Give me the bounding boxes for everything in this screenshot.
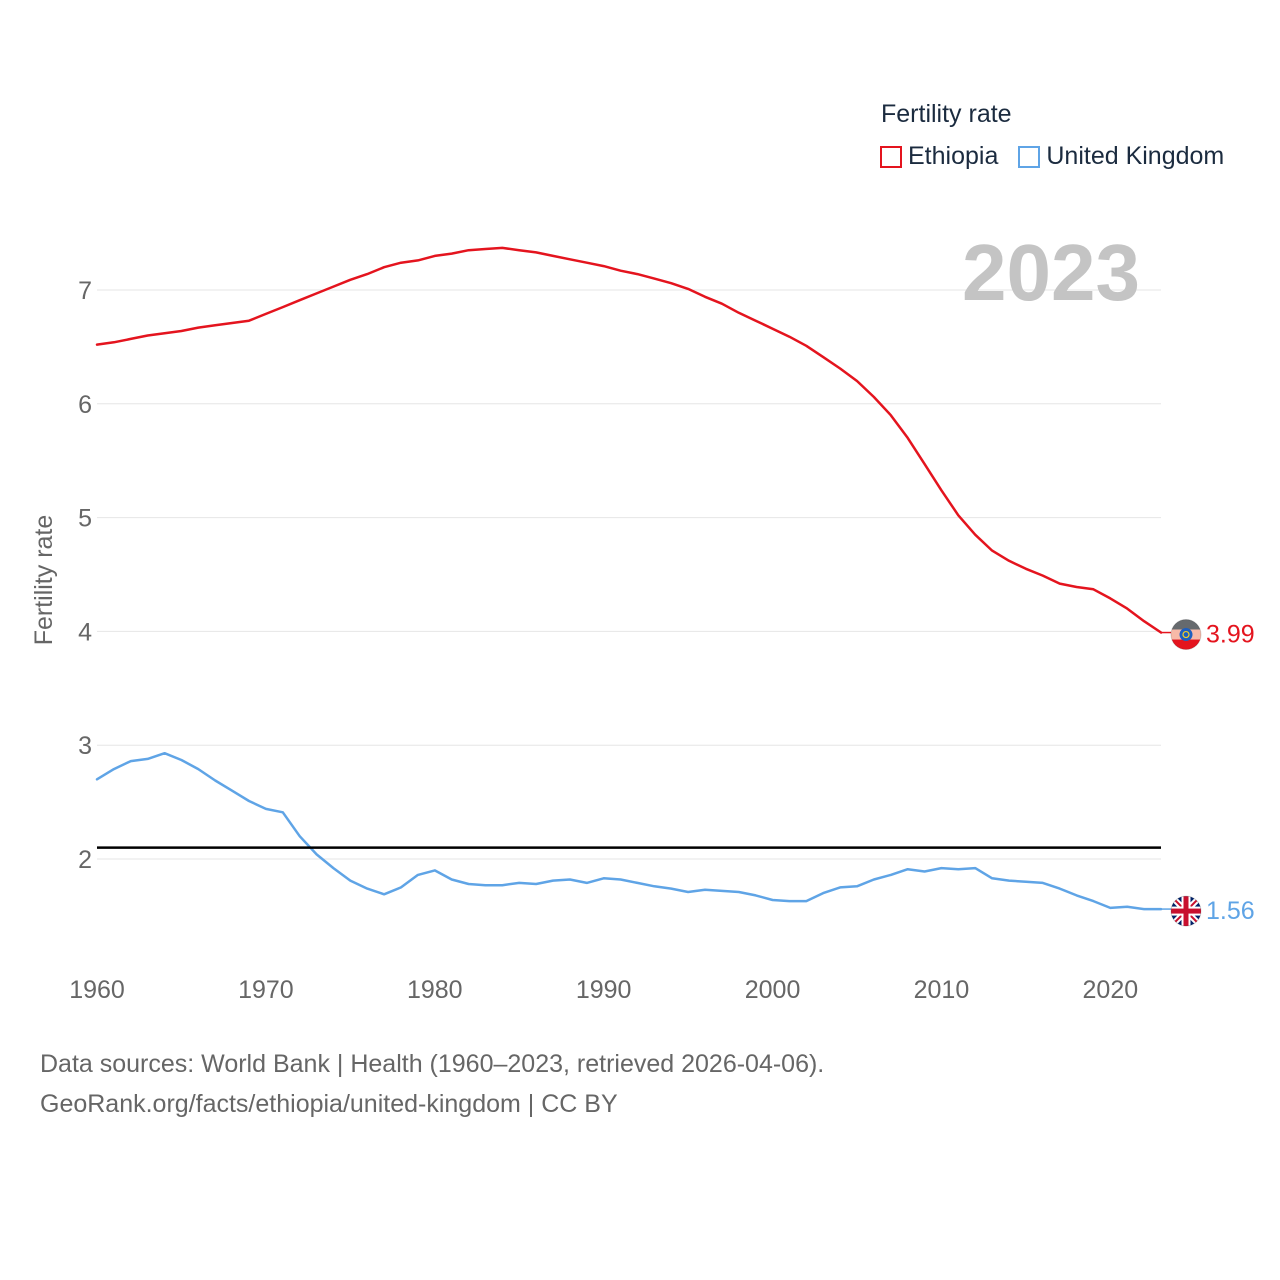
year-label: 2023 [962, 228, 1140, 317]
legend-swatch-united-kingdom [1018, 145, 1041, 168]
x-tick-label-1990: 1990 [576, 976, 632, 1004]
x-axis-ticks: 1960 1970 1980 1990 2000 2010 2020 [69, 976, 1138, 1004]
y-tick-label-4: 4 [78, 618, 92, 646]
y-tick-label-5: 5 [78, 505, 92, 533]
legend-title: Fertility rate [881, 100, 1012, 128]
legend: Ethiopia United Kingdom [880, 142, 1244, 171]
y-axis-ticks: 2 3 4 5 6 7 [78, 277, 92, 874]
x-tick-label-2000: 2000 [745, 976, 801, 1004]
x-tick-label-2020: 2020 [1083, 976, 1139, 1004]
y-tick-label-3: 3 [78, 732, 92, 760]
x-tick-label-1980: 1980 [407, 976, 463, 1004]
legend-label-united-kingdom: United Kingdom [1046, 142, 1225, 170]
footer: Data sources: World Bank | Health (1960–… [40, 1044, 824, 1124]
legend-item-united-kingdom[interactable]: United Kingdom [1018, 142, 1224, 171]
attribution-text: GeoRank.org/facts/ethiopia/united-kingdo… [40, 1090, 618, 1118]
y-tick-label-2: 2 [78, 846, 92, 874]
x-tick-label-2010: 2010 [914, 976, 970, 1004]
ethiopia-flag-icon [1170, 619, 1202, 651]
gridlines [97, 289, 1161, 860]
end-value-label-united-kingdom: 1.56 [1206, 897, 1255, 925]
y-tick-label-6: 6 [78, 391, 92, 419]
y-axis-label: Fertility rate [30, 515, 58, 646]
series-line-ethiopia [95, 246, 1163, 634]
x-tick-label-1960: 1960 [69, 976, 125, 1004]
data-sources-text: Data sources: World Bank | Health (1960–… [40, 1050, 825, 1078]
uk-flag-icon [1170, 895, 1202, 927]
series-lines [95, 246, 1163, 911]
series-line-united-kingdom [95, 751, 1163, 911]
series-end-markers: 3.99 1.56 [1161, 619, 1255, 927]
end-value-label-ethiopia: 3.99 [1206, 621, 1255, 649]
y-tick-label-7: 7 [78, 277, 92, 305]
legend-swatch-ethiopia [880, 145, 902, 168]
legend-label-ethiopia: Ethiopia [908, 142, 999, 170]
x-tick-label-1970: 1970 [238, 976, 294, 1004]
legend-item-ethiopia[interactable]: Ethiopia [880, 142, 998, 171]
